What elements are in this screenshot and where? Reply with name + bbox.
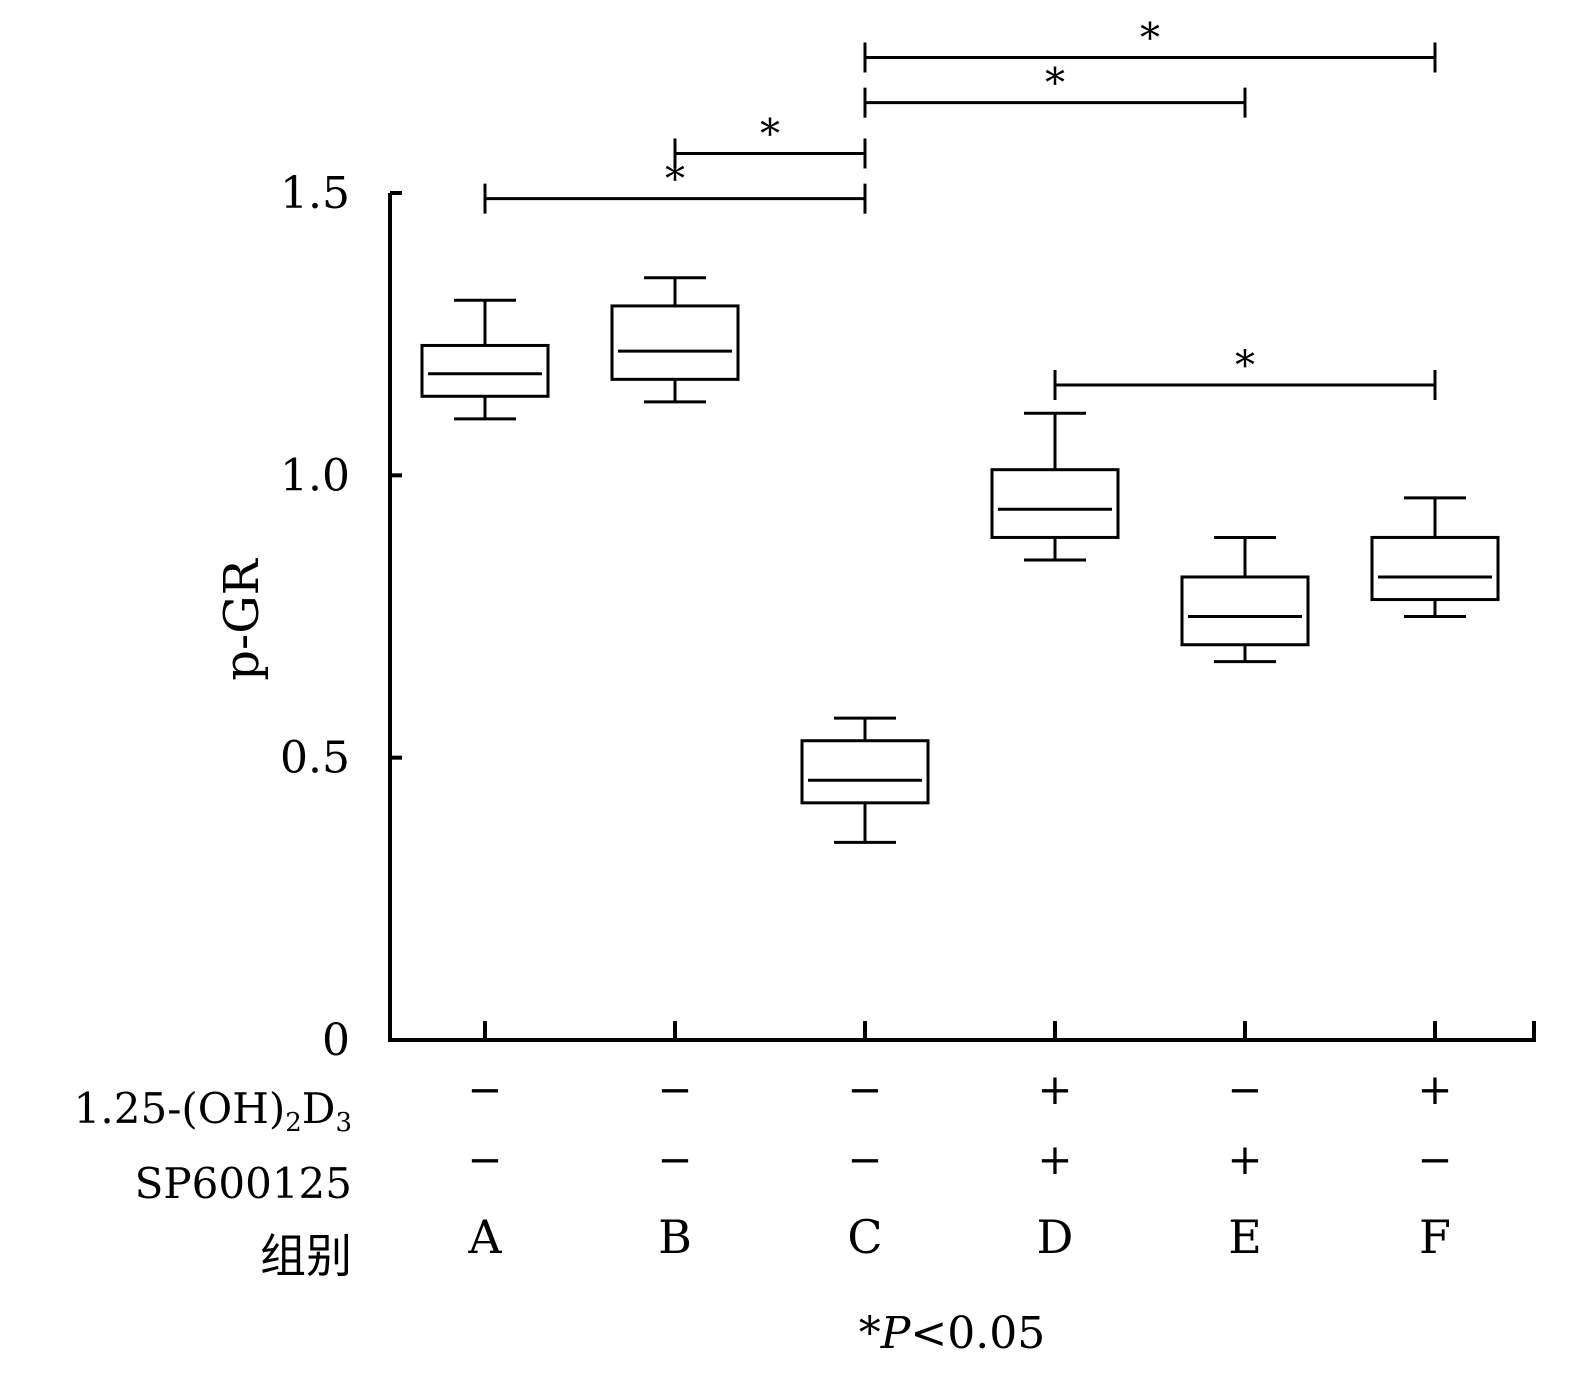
box-A xyxy=(420,298,550,421)
bracket-A-C: * xyxy=(483,157,867,214)
condition-value: + xyxy=(1037,1065,1072,1114)
condition-value: − xyxy=(467,1065,502,1114)
condition-value: − xyxy=(467,1135,502,1184)
condition-row-vitd: − − − + − + xyxy=(467,1065,1452,1114)
significance-brackets: * * * * * xyxy=(483,15,1437,400)
box-E xyxy=(1180,535,1310,664)
box-D xyxy=(990,411,1120,562)
y-tick-label: 1.0 xyxy=(280,450,350,501)
axes xyxy=(388,193,1536,1042)
box-iqr xyxy=(610,304,740,381)
box-iqr xyxy=(800,739,930,805)
condition-value: − xyxy=(847,1065,882,1114)
significance-star: * xyxy=(1235,343,1255,389)
box-iqr xyxy=(1370,535,1500,602)
y-tick-label: 1.5 xyxy=(280,168,350,219)
group-label: A xyxy=(467,1210,502,1264)
significance-star: * xyxy=(1140,15,1160,61)
bracket-C-E: * xyxy=(863,61,1247,118)
condition-value: + xyxy=(1227,1135,1262,1184)
condition-value: − xyxy=(657,1065,692,1114)
condition-value: − xyxy=(1227,1065,1262,1114)
condition-value: + xyxy=(1037,1135,1072,1184)
group-labels: A B C D E F xyxy=(467,1210,1451,1264)
bracket-D-F: * xyxy=(1053,343,1437,400)
significance-star: * xyxy=(760,111,780,157)
box-iqr xyxy=(990,468,1120,539)
condition-value: + xyxy=(1417,1065,1452,1114)
significance-star: * xyxy=(1045,61,1065,107)
significance-star: * xyxy=(665,157,685,203)
group-row-label: 组别 xyxy=(260,1229,352,1283)
y-tick-label: 0 xyxy=(322,1015,350,1066)
y-tick-label: 0.5 xyxy=(280,733,350,784)
condition-label-vitd: 1.25-(OH)2D3 xyxy=(74,1084,352,1138)
bracket-B-C: * xyxy=(673,111,867,169)
footnote: *P<0.05 xyxy=(859,1308,1045,1359)
group-label: F xyxy=(1419,1210,1451,1264)
boxes xyxy=(420,276,1500,844)
group-label: C xyxy=(847,1210,882,1264)
condition-label-sp600125: SP600125 xyxy=(135,1159,352,1208)
box-iqr xyxy=(420,343,550,398)
condition-value: − xyxy=(1417,1135,1452,1184)
group-label: B xyxy=(658,1210,692,1264)
condition-value: − xyxy=(847,1135,882,1184)
condition-value: − xyxy=(657,1135,692,1184)
y-ticks: 0 0.5 1.0 1.5 xyxy=(280,168,402,1066)
box-F xyxy=(1370,496,1500,618)
box-iqr xyxy=(1180,575,1310,647)
box-C xyxy=(800,716,930,844)
bracket-C-F: * xyxy=(863,15,1437,73)
group-label: E xyxy=(1228,1210,1262,1264)
group-label: D xyxy=(1037,1210,1074,1264)
x-ticks xyxy=(483,1021,1536,1040)
condition-row-sp600125: − − − + + − xyxy=(467,1135,1452,1184)
y-axis-label: p-GR xyxy=(214,557,270,680)
box-B xyxy=(610,276,740,404)
